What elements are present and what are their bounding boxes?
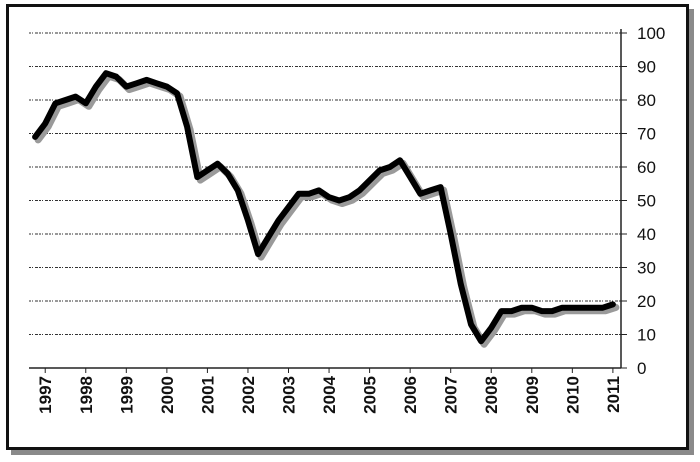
x-tick-label: 2000: [158, 376, 177, 414]
y-tick-label: 60: [637, 158, 656, 177]
data-point: [33, 135, 37, 139]
data-point: [520, 306, 524, 310]
y-tick-label: 50: [637, 192, 656, 211]
x-tick-label: 2002: [239, 376, 258, 414]
data-point: [469, 322, 473, 326]
data-point: [499, 309, 503, 313]
data-point: [601, 306, 605, 310]
data-point: [124, 85, 128, 89]
data-point: [145, 78, 149, 82]
data-point: [570, 306, 574, 310]
axes: [29, 29, 627, 373]
x-tick-label: 1997: [36, 376, 55, 414]
data-point: [256, 252, 260, 256]
data-point: [135, 81, 138, 85]
data-point: [155, 81, 159, 85]
data-point: [64, 98, 67, 102]
x-tick-label: 2009: [523, 376, 542, 414]
data-point: [479, 339, 483, 343]
data-point: [74, 95, 78, 99]
data-point: [226, 172, 230, 176]
x-tick-label: 2004: [320, 375, 339, 413]
data-point: [185, 125, 189, 129]
data-point: [388, 165, 392, 169]
y-tick-label: 90: [637, 58, 656, 77]
data-point: [459, 282, 463, 286]
data-point: [287, 205, 290, 209]
data-point: [195, 175, 199, 179]
data-point: [327, 195, 331, 199]
data-point: [205, 168, 209, 172]
data-point: [337, 199, 341, 202]
data-point: [114, 75, 118, 79]
y-tick-label: 80: [637, 91, 656, 110]
data-point: [276, 219, 280, 223]
data-point: [489, 326, 493, 330]
data-point: [53, 101, 57, 105]
data-point: [591, 306, 595, 310]
line-chart: 0 10 20 30 40 50 60 70 80 90 100 1997 1998 1999 2000 20…: [29, 24, 665, 414]
tick-labels: 0 10 20 30 40 50 60 70 80 90 100 1997 1998 1999 2000 20…: [36, 24, 665, 414]
data-point: [398, 158, 402, 162]
x-tick-label: 2001: [198, 376, 217, 414]
data-point: [236, 188, 240, 192]
x-tick-label: 1998: [77, 376, 96, 414]
series-line-shadow: [34, 72, 620, 348]
data-point: [581, 306, 584, 310]
data-point: [84, 101, 88, 105]
x-tick-label: 2007: [442, 376, 461, 414]
x-tick-label: 2003: [280, 376, 299, 414]
data-point: [246, 219, 250, 223]
x-tick-label: 2005: [361, 376, 380, 414]
data-point: [266, 235, 270, 239]
x-tick-label: 1999: [117, 376, 136, 414]
series-layer: [32, 70, 620, 348]
data-point: [368, 178, 372, 182]
y-tick-label: 10: [637, 326, 656, 345]
data-point: [94, 85, 98, 89]
data-point: [347, 195, 351, 199]
x-tick-label: 2006: [401, 376, 420, 414]
data-point: [530, 306, 534, 310]
y-tick-label: 0: [637, 359, 646, 378]
data-point: [418, 192, 422, 196]
data-point: [560, 306, 564, 310]
data-point: [307, 192, 311, 196]
data-point: [408, 175, 412, 179]
data-point: [428, 188, 432, 192]
data-point: [540, 309, 544, 313]
data-point: [358, 188, 361, 192]
data-point: [439, 185, 443, 189]
data-point: [165, 85, 169, 89]
x-tick-label: 2008: [482, 376, 501, 414]
data-point: [104, 71, 108, 75]
x-tick-label: 2010: [563, 376, 582, 414]
x-tick-label: 2011: [604, 376, 623, 413]
data-point: [550, 309, 554, 313]
data-point: [297, 192, 301, 196]
data-point: [378, 168, 382, 172]
data-point: [43, 122, 47, 125]
y-tick-label: 100: [637, 24, 665, 43]
data-point: [216, 162, 219, 166]
data-point: [317, 188, 321, 192]
data-point: [611, 302, 615, 306]
gridlines: [29, 32, 621, 335]
y-tick-label: 30: [637, 259, 656, 278]
y-tick-label: 70: [637, 125, 656, 144]
data-point: [449, 232, 453, 236]
data-point: [510, 309, 513, 313]
data-point: [175, 91, 179, 95]
y-tick-label: 20: [637, 292, 656, 311]
chart-frame: 0 10 20 30 40 50 60 70 80 90 100 1997 1998 1999 2000 20…: [6, 4, 689, 450]
series-line: [32, 70, 616, 345]
y-tick-label: 40: [637, 225, 656, 244]
